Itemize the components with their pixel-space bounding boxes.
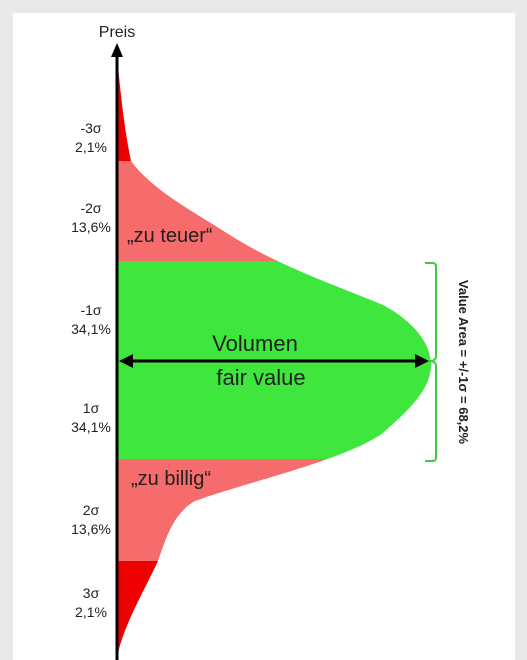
volume-arrow-left-head	[119, 354, 133, 368]
distribution-bands	[117, 66, 431, 660]
percent-label: 34,1%	[71, 321, 111, 337]
volume-profile-diagram: Preis -3σ 2,1% -2σ 13,6% -1σ 34,1% 1σ 34…	[71, 24, 471, 660]
sigma-label: -1σ	[80, 302, 101, 318]
percent-label: 34,1%	[71, 419, 111, 435]
sigma-label: -3σ	[80, 120, 101, 136]
value-area-label: Value Area = +/-1σ = 68,2%	[456, 280, 471, 445]
sigma-labels: -3σ 2,1% -2σ 13,6% -1σ 34,1% 1σ 34,1% 2σ…	[71, 120, 111, 620]
price-axis-label: Preis	[99, 24, 135, 41]
sigma-label: -2σ	[80, 200, 101, 216]
zone-label-cheap: „zu billig“	[131, 468, 211, 490]
percent-label: 13,6%	[71, 521, 111, 537]
zone-label-expensive: „zu teuer“	[127, 225, 213, 247]
percent-label: 2,1%	[75, 604, 107, 620]
percent-label: 13,6%	[71, 219, 111, 235]
fair-value-label: fair value	[216, 365, 305, 390]
sigma-label: 3σ	[83, 585, 100, 601]
diagram-frame: Preis -3σ 2,1% -2σ 13,6% -1σ 34,1% 1σ 34…	[13, 13, 515, 660]
percent-label: 2,1%	[75, 139, 107, 155]
volume-label: Volumen	[212, 331, 298, 356]
volume-arrow-right-head	[415, 354, 429, 368]
sigma-label: 2σ	[83, 502, 100, 518]
band-top-tail	[117, 66, 431, 161]
price-axis-arrow	[111, 43, 123, 57]
band-bottom-tail	[117, 561, 431, 660]
sigma-label: 1σ	[83, 400, 100, 416]
value-area-bracket	[425, 262, 437, 462]
